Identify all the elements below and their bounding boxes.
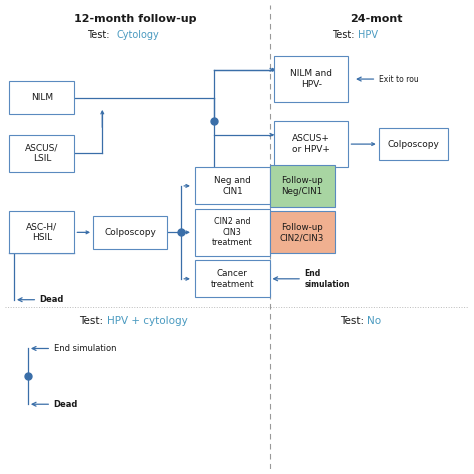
Text: End
simulation: End simulation — [304, 269, 350, 289]
FancyBboxPatch shape — [379, 128, 448, 160]
FancyBboxPatch shape — [274, 56, 348, 102]
Text: Cancer
treatment: Cancer treatment — [210, 269, 254, 289]
Text: Test:: Test: — [332, 30, 358, 40]
Text: Exit to rou: Exit to rou — [379, 74, 419, 83]
Text: Test:: Test: — [80, 316, 107, 326]
Text: Colposcopy: Colposcopy — [104, 228, 156, 237]
Text: ASC-H/
HSIL: ASC-H/ HSIL — [27, 223, 57, 242]
FancyBboxPatch shape — [93, 216, 167, 248]
FancyBboxPatch shape — [195, 260, 270, 297]
Text: HPV: HPV — [358, 30, 378, 40]
Text: No: No — [367, 316, 381, 326]
FancyBboxPatch shape — [195, 209, 270, 255]
Text: HPV + cytology: HPV + cytology — [107, 316, 188, 326]
Text: CIN2 and
CIN3
treatment: CIN2 and CIN3 treatment — [212, 218, 253, 247]
FancyBboxPatch shape — [270, 211, 335, 253]
FancyBboxPatch shape — [9, 135, 74, 172]
Text: NILM: NILM — [31, 93, 53, 102]
Text: End simulation: End simulation — [54, 344, 116, 353]
FancyBboxPatch shape — [9, 211, 74, 253]
Text: 12-month follow-up: 12-month follow-up — [73, 14, 196, 24]
FancyBboxPatch shape — [270, 165, 335, 207]
Text: Colposcopy: Colposcopy — [388, 140, 439, 148]
Text: Cytology: Cytology — [116, 30, 159, 40]
Text: Dead: Dead — [300, 195, 324, 204]
Text: Dead: Dead — [54, 400, 78, 409]
FancyBboxPatch shape — [195, 167, 270, 204]
Text: Follow-up
CIN2/CIN3: Follow-up CIN2/CIN3 — [280, 223, 324, 242]
Text: 24-mont: 24-mont — [350, 14, 402, 24]
Text: ASCUS+
or HPV+: ASCUS+ or HPV+ — [292, 135, 330, 154]
Text: Follow-up
Neg/CIN1: Follow-up Neg/CIN1 — [281, 176, 323, 196]
Text: NILM and
HPV-: NILM and HPV- — [290, 69, 332, 89]
Text: Test:: Test: — [88, 30, 116, 40]
Text: ASCUS/
LSIL: ASCUS/ LSIL — [25, 144, 59, 163]
Text: Dead: Dead — [39, 295, 64, 304]
FancyBboxPatch shape — [274, 121, 348, 167]
Text: Neg and
CIN1: Neg and CIN1 — [214, 176, 251, 196]
FancyBboxPatch shape — [9, 82, 74, 114]
Text: Test:: Test: — [340, 316, 367, 326]
